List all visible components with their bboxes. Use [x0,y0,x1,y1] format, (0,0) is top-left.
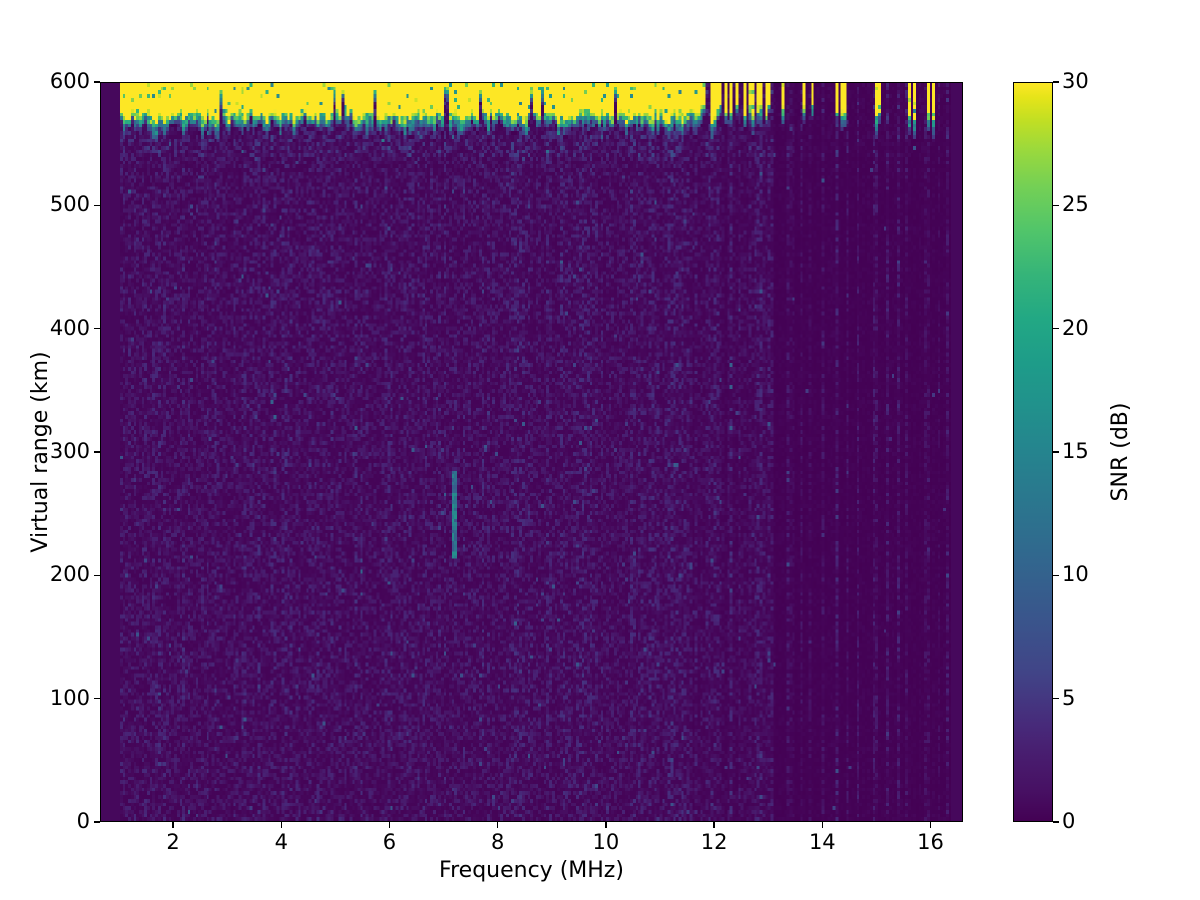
y-axis-tick-mark [94,698,100,700]
ionogram-heatmap [101,83,962,821]
colorbar-tick-mark [1053,328,1059,330]
y-axis-tick-mark [94,451,100,453]
y-axis-tick-label: 200 [49,562,90,587]
colorbar-tick-label: 20 [1062,315,1089,340]
colorbar-tick-label: 25 [1062,192,1089,217]
x-axis-tick-mark [821,822,823,828]
colorbar-tick-mark [1053,821,1059,823]
y-axis-tick-label: 300 [49,439,90,463]
x-axis-tick-mark [713,822,715,828]
x-axis-tick-label: 4 [274,830,288,854]
colorbar-tick-mark [1053,204,1059,206]
x-axis-tick-mark [497,822,499,828]
y-axis-tick-label: 600 [49,69,90,93]
x-axis-tick-mark [172,822,174,828]
colorbar-tick-label: 15 [1062,439,1089,463]
colorbar-tick-mark [1053,698,1059,700]
colorbar-tick-mark [1053,81,1059,83]
colorbar-tick-label: 10 [1062,562,1089,587]
ionogram-plot-area [100,82,963,822]
y-axis-tick-label: 100 [49,685,90,710]
colorbar-tick-label: 30 [1062,69,1089,93]
y-axis-tick-label: 500 [49,192,90,217]
y-axis-tick-mark [94,328,100,330]
snr-colorbar [1013,82,1053,822]
colorbar-label: SNR (dB) [1108,402,1133,502]
colorbar-tick-label: 5 [1062,685,1076,710]
y-axis-tick-label: 400 [49,315,90,340]
y-axis-tick-mark [94,204,100,206]
colorbar-tick-mark [1053,451,1059,453]
x-axis-tick-label: 10 [592,830,620,854]
x-axis-tick-label: 14 [808,830,836,854]
y-axis-tick-mark [94,821,100,823]
y-axis-tick-mark [94,81,100,83]
colorbar-tick-mark [1053,574,1059,576]
x-axis-label: Frequency (MHz) [439,858,624,883]
x-axis-tick-label: 12 [700,830,728,854]
x-axis-tick-label: 8 [490,830,505,854]
x-axis-tick-mark [388,822,391,828]
x-axis-tick-label: 6 [382,830,397,854]
x-axis-tick-mark [605,822,607,828]
y-axis-tick-label: 0 [76,809,90,833]
x-axis-tick-label: 2 [166,830,180,854]
x-axis-tick-label: 16 [917,830,944,854]
y-axis-tick-mark [94,574,100,576]
colorbar-tick-label: 0 [1062,809,1076,833]
x-axis-tick-mark [929,822,932,828]
x-axis-tick-mark [280,822,282,828]
